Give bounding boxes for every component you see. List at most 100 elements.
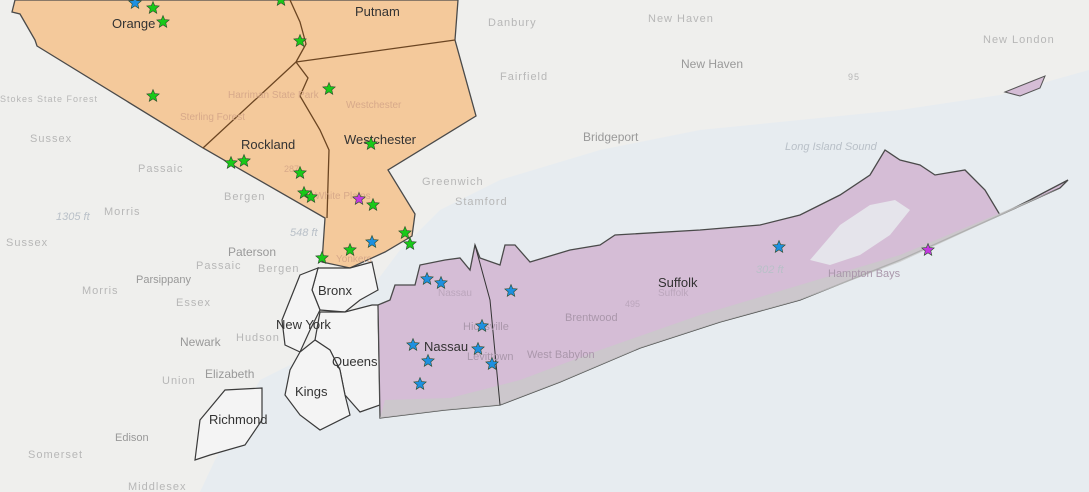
- kings-shape: [284, 339, 351, 431]
- county-label-orange: Orange: [112, 16, 155, 31]
- star-marker-green-icon[interactable]: [403, 236, 417, 250]
- label-route-95: 95: [848, 72, 860, 82]
- label-greenwich: Greenwich: [422, 176, 484, 188]
- nyc-boroughs: [194, 261, 381, 461]
- county-label-richmond: Richmond: [209, 412, 268, 427]
- label-middlesex: Middlesex: [128, 481, 187, 492]
- label-sussex-2: Sussex: [6, 237, 48, 249]
- label-union: Union: [162, 375, 196, 387]
- label-hicksville: Hicksville: [463, 321, 509, 333]
- label-new-haven: New Haven: [681, 57, 743, 71]
- label-route-287: 287: [284, 164, 299, 174]
- star-marker-blue-icon[interactable]: [365, 234, 379, 248]
- county-label-new-york: New York: [276, 317, 331, 332]
- label-harriman: Harriman State Park: [228, 90, 320, 101]
- new-york-shape: [281, 267, 321, 353]
- star-marker-green-icon[interactable]: [322, 81, 336, 95]
- star-marker-blue-icon[interactable]: [128, 0, 142, 9]
- star-marker-blue-icon[interactable]: [475, 318, 489, 332]
- connecticut-island: [1003, 75, 1046, 97]
- richmond-shape: [194, 387, 263, 461]
- label-essex: Essex: [176, 297, 211, 309]
- label-parsippany: Parsippany: [136, 274, 192, 286]
- star-marker-green-icon[interactable]: [293, 165, 307, 179]
- label-white-plains: White Plains: [315, 191, 371, 202]
- county-label-kings: Kings: [295, 384, 328, 399]
- star-marker-green-icon[interactable]: [156, 14, 170, 28]
- interior-light-area: [810, 200, 910, 265]
- label-sound: Long Island Sound: [785, 141, 878, 153]
- label-yonkers: Yonkers: [336, 254, 372, 265]
- county-label-westchester: Westchester: [344, 132, 417, 147]
- star-marker-green-icon[interactable]: [146, 0, 160, 14]
- star-marker-green-icon[interactable]: [146, 88, 160, 102]
- label-bergen: Bergen: [224, 191, 265, 203]
- label-hudson: Hudson: [236, 332, 280, 344]
- star-marker-green-icon[interactable]: [398, 225, 412, 239]
- star-marker-blue-icon[interactable]: [413, 376, 427, 390]
- star-marker-magenta-icon[interactable]: [921, 242, 935, 256]
- label-hampton-bays: Hampton Bays: [828, 268, 901, 280]
- label-bergen-2: Bergen: [258, 263, 299, 275]
- label-brentwood: Brentwood: [565, 312, 618, 324]
- star-marker-green-icon[interactable]: [366, 197, 380, 211]
- star-marker-blue-icon[interactable]: [421, 353, 435, 367]
- label-sterling: Sterling Forest: [180, 112, 245, 123]
- star-marker-blue-icon[interactable]: [434, 275, 448, 289]
- star-marker-magenta-icon[interactable]: [352, 191, 366, 205]
- county-label-suffolk: Suffolk: [658, 275, 698, 290]
- label-fairfield: Fairfield: [500, 71, 548, 83]
- star-marker-blue-icon[interactable]: [485, 356, 499, 370]
- star-marker-green-icon[interactable]: [275, 0, 287, 6]
- star-marker-blue-icon[interactable]: [420, 271, 434, 285]
- label-elev-302: 302 ft: [756, 264, 784, 276]
- basemap-labels: Danbury New Haven New Haven New London F…: [0, 13, 1055, 492]
- label-levittown: Levittown: [467, 351, 513, 363]
- label-sussex: Sussex: [30, 133, 72, 145]
- star-marker-blue-icon[interactable]: [406, 337, 420, 351]
- label-paterson: Paterson: [228, 245, 276, 259]
- label-new-london: New London: [983, 34, 1055, 46]
- label-morris: Morris: [104, 206, 141, 218]
- star-marker-green-icon[interactable]: [364, 136, 378, 150]
- site-markers: [128, 0, 935, 390]
- label-westchester-small: Westchester: [346, 100, 402, 111]
- star-marker-green-icon[interactable]: [304, 189, 318, 203]
- label-nassau-small: Nassau: [438, 288, 472, 299]
- county-label-putnam: Putnam: [355, 4, 400, 19]
- label-newark: Newark: [180, 335, 222, 349]
- star-marker-blue-icon[interactable]: [772, 239, 786, 253]
- label-elev-548: 548 ft: [290, 227, 318, 239]
- county-label-nassau: Nassau: [424, 339, 468, 354]
- nassau-suffolk-border: [474, 244, 501, 406]
- county-label-rockland: Rockland: [241, 137, 295, 152]
- long-island-shape: [377, 149, 1069, 419]
- label-edison: Edison: [115, 432, 149, 444]
- star-marker-green-icon[interactable]: [343, 242, 357, 256]
- label-somerset: Somerset: [28, 449, 83, 461]
- star-marker-green-icon[interactable]: [224, 155, 238, 169]
- county-labels: Orange Putnam Rockland Westchester Bronx…: [112, 4, 698, 427]
- label-elev-1305: 1305 ft: [56, 211, 91, 223]
- star-marker-green-icon[interactable]: [237, 153, 251, 167]
- label-stamford: Stamford: [455, 196, 508, 208]
- label-passaic: Passaic: [138, 163, 184, 175]
- label-morris-2: Morris: [82, 285, 119, 297]
- county-label-bronx: Bronx: [318, 283, 352, 298]
- label-west-babylon: West Babylon: [527, 349, 595, 361]
- county-borders: [202, 0, 456, 219]
- label-route-495: 495: [625, 299, 640, 309]
- label-danbury: Danbury: [488, 17, 537, 29]
- star-marker-green-icon[interactable]: [293, 33, 307, 47]
- label-elizabeth: Elizabeth: [205, 367, 254, 381]
- star-marker-blue-icon[interactable]: [504, 283, 518, 297]
- label-suffolk-small: Suffolk: [658, 288, 689, 299]
- label-new-haven-small: New Haven: [648, 13, 714, 25]
- star-marker-blue-icon[interactable]: [471, 341, 485, 355]
- label-stokes: Stokes State Forest: [0, 94, 98, 104]
- star-marker-green-icon[interactable]: [315, 250, 329, 264]
- county-label-queens: Queens: [332, 354, 378, 369]
- label-bridgeport: Bridgeport: [583, 130, 639, 144]
